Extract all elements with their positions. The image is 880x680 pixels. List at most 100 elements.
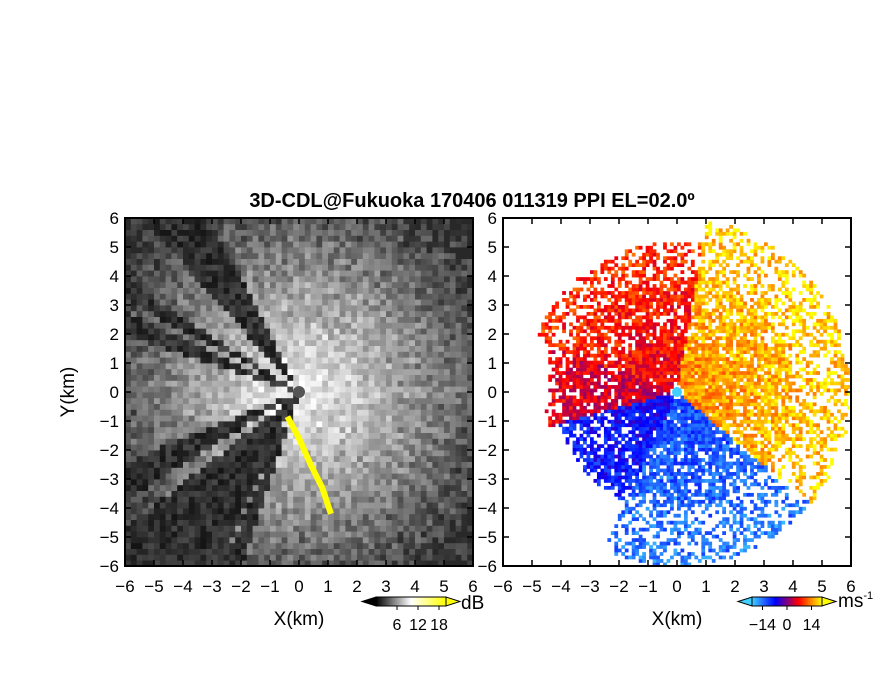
intensity-cell <box>200 351 207 358</box>
intensity-cell <box>426 438 433 445</box>
intensity-cell <box>287 484 294 491</box>
intensity-cell <box>386 496 393 503</box>
intensity-cell <box>241 438 248 445</box>
intensity-cell <box>449 403 456 410</box>
velocity-cell <box>610 405 615 410</box>
intensity-cell <box>252 479 259 486</box>
velocity-cell <box>617 291 622 295</box>
intensity-cell <box>159 345 166 352</box>
intensity-cell <box>316 496 323 503</box>
intensity-cell <box>183 351 190 358</box>
velocity-cell <box>642 541 646 546</box>
velocity-cell <box>628 336 633 341</box>
intensity-cell <box>339 531 346 538</box>
velocity-cell <box>638 329 643 334</box>
intensity-cell <box>333 542 340 549</box>
intensity-cell <box>299 467 306 474</box>
intensity-cell <box>461 542 468 549</box>
intensity-cell <box>374 455 381 462</box>
velocity-cell <box>624 527 629 532</box>
intensity-cell <box>322 519 329 526</box>
velocity-cell <box>565 305 570 309</box>
intensity-cell <box>432 426 439 433</box>
velocity-cell <box>624 465 629 469</box>
intensity-cell <box>432 432 439 439</box>
velocity-cell <box>593 440 598 445</box>
intensity-cell <box>420 305 427 312</box>
intensity-cell <box>299 484 306 491</box>
intensity-cell <box>229 380 236 387</box>
intensity-cell <box>246 531 253 538</box>
intensity-cell <box>246 508 253 515</box>
intensity-cell <box>252 241 259 248</box>
intensity-cell <box>200 490 207 497</box>
intensity-cell <box>200 264 207 271</box>
intensity-cell <box>159 467 166 474</box>
intensity-cell <box>328 235 335 242</box>
intensity-cell <box>386 235 393 242</box>
velocity-cell <box>642 294 646 299</box>
intensity-cell <box>258 502 265 509</box>
velocity-cell <box>621 402 626 407</box>
intensity-cell <box>304 235 311 242</box>
intensity-cell <box>461 548 468 555</box>
intensity-cell <box>200 218 207 225</box>
intensity-cell <box>212 560 219 567</box>
intensity-cell <box>293 479 300 486</box>
intensity-cell <box>444 392 451 399</box>
velocity-cell <box>590 451 594 455</box>
velocity-cell <box>576 447 580 452</box>
intensity-cell <box>322 310 329 317</box>
intensity-cell <box>386 368 393 375</box>
intensity-cell <box>420 293 427 300</box>
intensity-cell <box>455 455 462 462</box>
velocity-cell <box>617 458 622 462</box>
intensity-cell <box>258 322 265 329</box>
intensity-cell <box>281 490 288 497</box>
velocity-cell <box>642 263 646 268</box>
intensity-cell <box>165 322 172 329</box>
intensity-cell <box>438 403 445 410</box>
intensity-cell <box>212 519 219 526</box>
intensity-cell <box>212 473 219 480</box>
intensity-cell <box>293 444 300 451</box>
intensity-cell <box>177 484 184 491</box>
intensity-cell <box>299 281 306 288</box>
velocity-cell <box>607 284 612 288</box>
intensity-cell <box>310 525 317 532</box>
intensity-cell <box>136 450 143 457</box>
intensity-cell <box>461 276 468 283</box>
intensity-cell <box>223 426 230 433</box>
velocity-cell <box>607 308 612 313</box>
intensity-cell <box>212 461 219 468</box>
intensity-cell <box>299 473 306 480</box>
velocity-cell <box>624 405 629 410</box>
intensity-cell <box>415 397 422 404</box>
intensity-cell <box>159 415 166 422</box>
intensity-cell <box>212 490 219 497</box>
intensity-cell <box>397 363 404 370</box>
intensity-cell <box>229 548 236 555</box>
intensity-cell <box>455 299 462 306</box>
intensity-cell <box>438 455 445 462</box>
intensity-cell <box>432 345 439 352</box>
intensity-cell <box>136 467 143 474</box>
intensity-cell <box>316 537 323 544</box>
velocity-cell <box>628 506 633 511</box>
intensity-cell <box>391 537 398 544</box>
intensity-cell <box>380 403 387 410</box>
intensity-cell <box>154 218 161 225</box>
intensity-cell <box>299 537 306 544</box>
intensity-cell <box>351 438 358 445</box>
velocity-cell <box>590 468 594 473</box>
velocity-cell <box>624 541 629 546</box>
velocity-cell <box>569 371 573 375</box>
intensity-cell <box>194 537 201 544</box>
intensity-cell <box>304 241 311 248</box>
intensity-cell <box>235 270 242 277</box>
intensity-cell <box>177 270 184 277</box>
intensity-cell <box>223 258 230 265</box>
intensity-cell <box>304 334 311 341</box>
intensity-cell <box>455 409 462 416</box>
intensity-cell <box>415 548 422 555</box>
